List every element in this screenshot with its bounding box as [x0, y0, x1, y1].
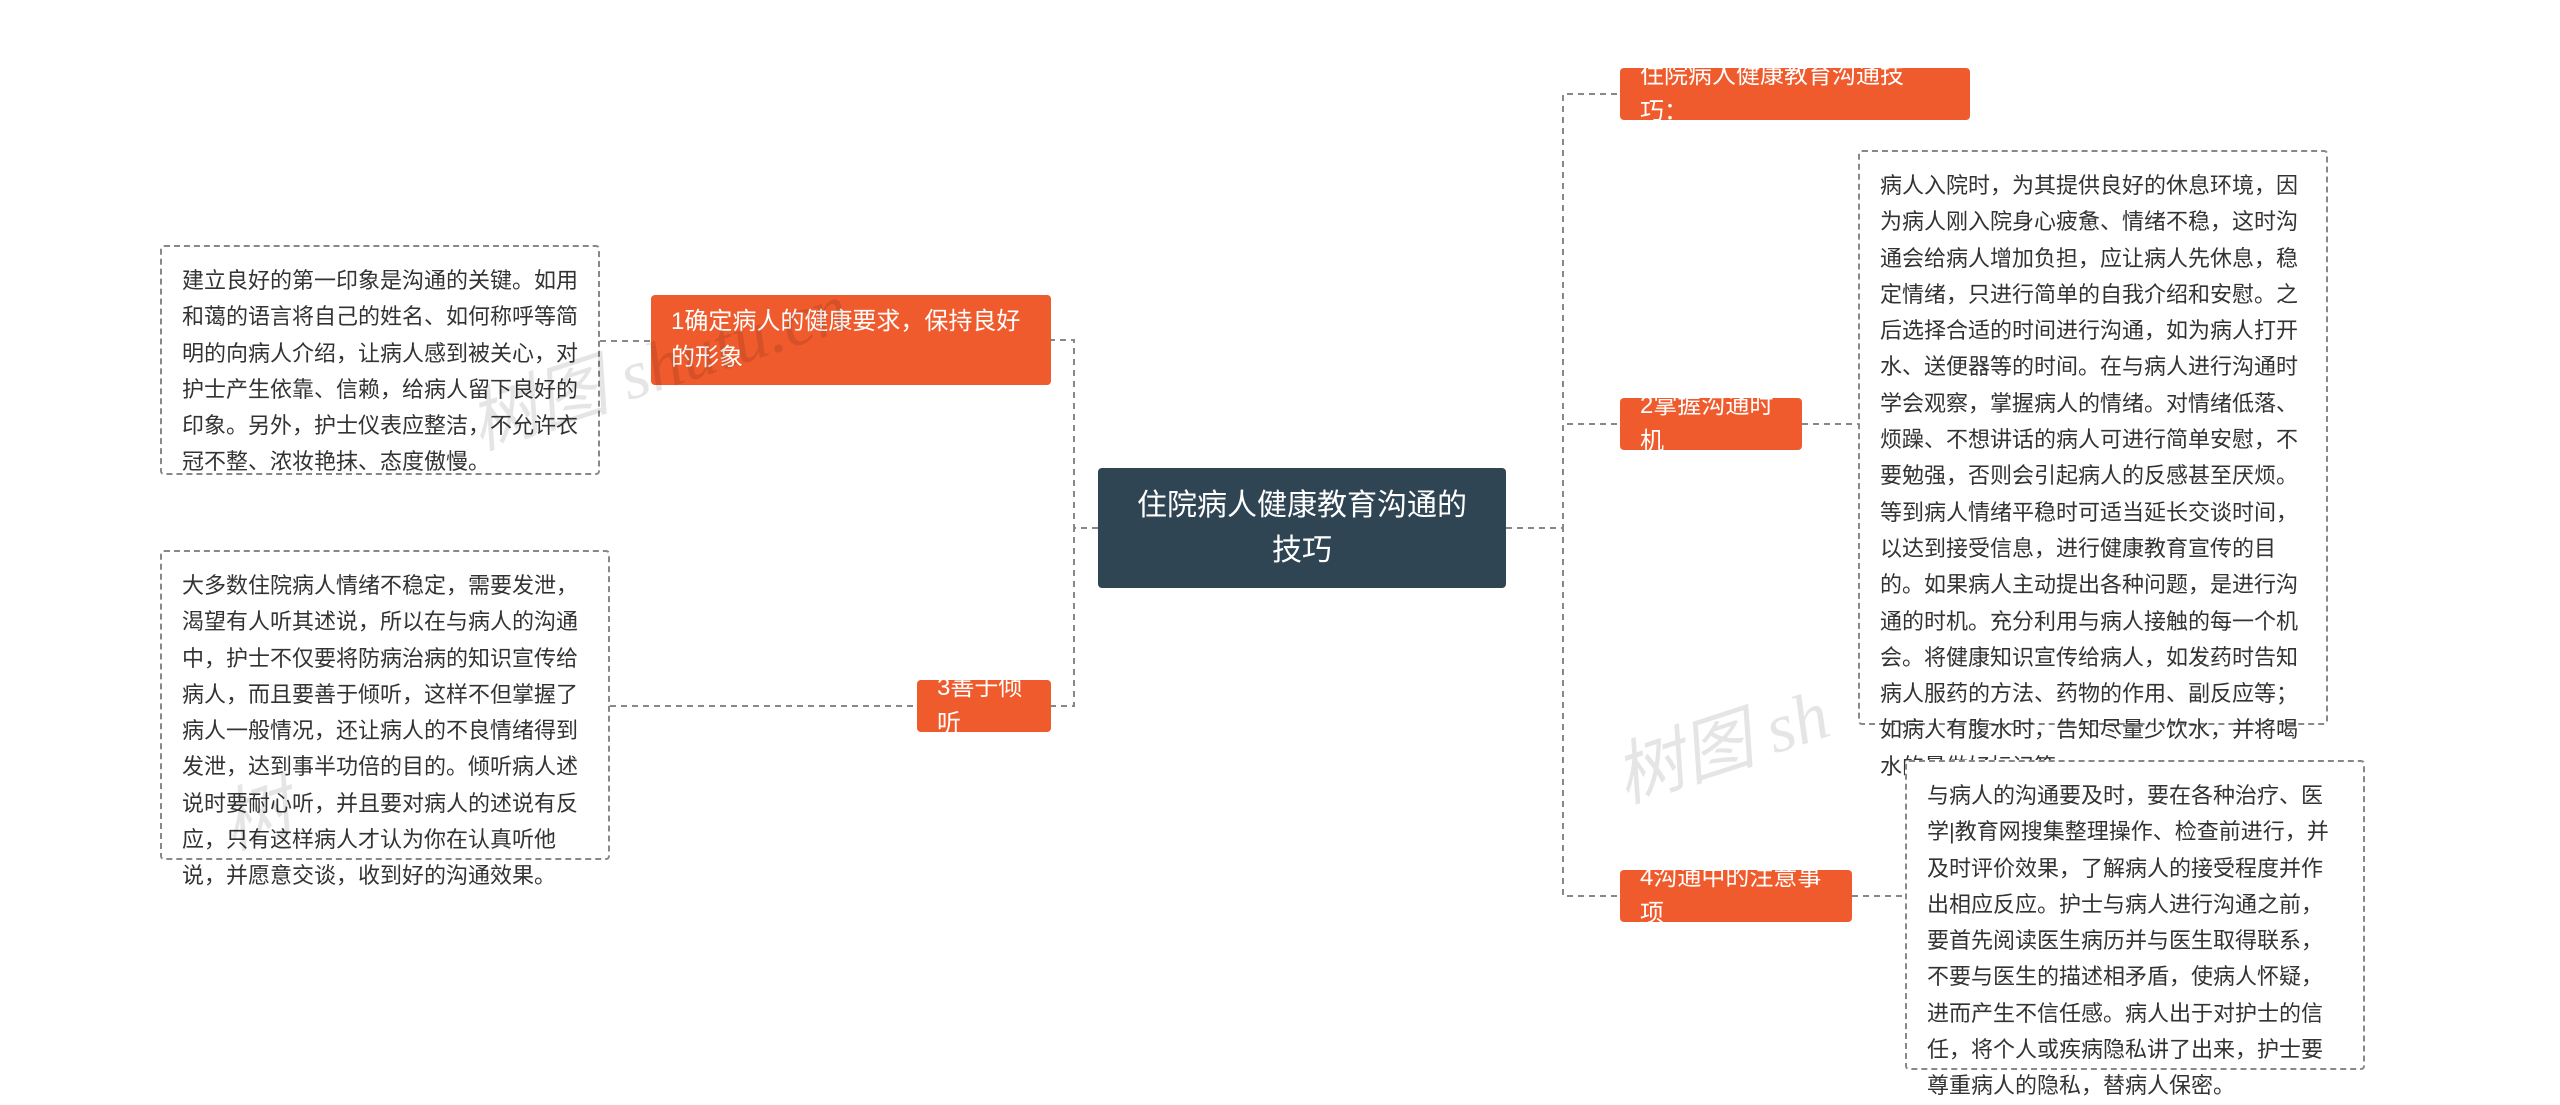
connector-r2-detail	[1852, 895, 1905, 897]
connector-l1-detail	[600, 340, 651, 342]
sub-node-left-2: 3善于倾听	[917, 680, 1051, 732]
sub-node-right-0: 住院病人健康教育沟通技巧：	[1620, 68, 1970, 120]
connector-center-right	[1506, 94, 1620, 896]
detail-node-left-2: 大多数住院病人情绪不稳定，需要发泄，渴望有人听其述说，所以在与病人的沟通中，护士…	[160, 550, 610, 860]
detail-node-right-1: 病人入院时，为其提供良好的休息环境，因为病人刚入院身心疲惫、情绪不稳，这时沟通会…	[1858, 150, 2328, 725]
detail-node-left-1: 建立良好的第一印象是沟通的关键。如用和蔼的语言将自己的姓名、如何称呼等简明的向病…	[160, 245, 600, 475]
watermark-text: 树图 sh	[1606, 677, 1839, 818]
sub-node-left-1: 1确定病人的健康要求，保持良好的形象	[651, 295, 1051, 385]
center-label: 住院病人健康教育沟通的技巧	[1128, 483, 1476, 573]
detail-text: 建立良好的第一印象是沟通的关键。如用和蔼的语言将自己的姓名、如何称呼等简明的向病…	[182, 268, 578, 474]
sub-node-right-1: 2掌握沟通时机	[1620, 398, 1802, 450]
connector-center-left	[1051, 340, 1098, 706]
sub-node-label: 1确定病人的健康要求，保持良好的形象	[671, 304, 1031, 376]
sub-node-label: 3善于倾听	[937, 670, 1031, 742]
watermark: 树图 sh	[1600, 659, 1840, 823]
sub-node-label: 住院病人健康教育沟通技巧：	[1640, 58, 1950, 130]
sub-node-right-2: 4沟通中的注意事项	[1620, 870, 1852, 922]
sub-node-label: 2掌握沟通时机	[1640, 388, 1782, 460]
detail-node-right-2: 与病人的沟通要及时，要在各种治疗、医学|教育网搜集整理操作、检查前进行，并及时评…	[1905, 760, 2365, 1070]
sub-node-label: 4沟通中的注意事项	[1640, 860, 1832, 932]
mindmap-center-node: 住院病人健康教育沟通的技巧	[1098, 468, 1506, 588]
detail-text: 与病人的沟通要及时，要在各种治疗、医学|教育网搜集整理操作、检查前进行，并及时评…	[1927, 783, 2329, 1098]
connector-l2-detail	[610, 705, 917, 707]
connector-r1-detail	[1802, 423, 1858, 425]
detail-text: 病人入院时，为其提供良好的休息环境，因为病人刚入院身心疲惫、情绪不稳，这时沟通会…	[1880, 173, 2298, 779]
detail-text: 大多数住院病人情绪不稳定，需要发泄，渴望有人听其述说，所以在与病人的沟通中，护士…	[182, 573, 578, 888]
